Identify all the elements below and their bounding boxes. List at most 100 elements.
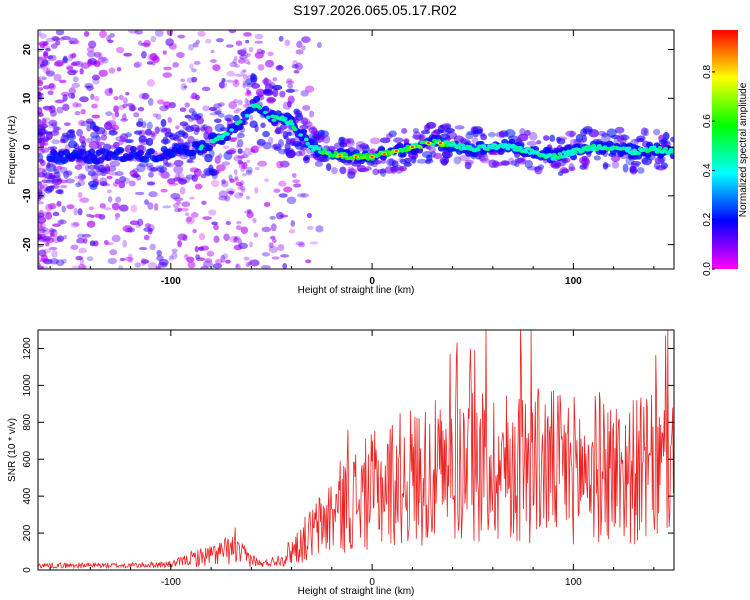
spectrogram-noise-blob xyxy=(93,51,102,58)
spectrogram-halo-blob xyxy=(133,130,143,135)
spectrogram-noise-blob xyxy=(77,179,86,187)
spectrogram-halo-blob xyxy=(178,129,186,135)
spectrogram-noise-blob xyxy=(79,68,84,75)
spectrogram-halo-blob xyxy=(302,156,309,162)
spectrogram-streak-blob xyxy=(242,150,248,155)
spectrogram-halo-blob xyxy=(453,156,462,165)
spectrogram-noise-blob xyxy=(191,76,198,83)
spectrogram-noise-blob xyxy=(246,166,253,174)
spectrogram-noise-blob xyxy=(38,163,42,172)
spectrogram-noise-blob xyxy=(76,237,86,244)
spectrogram-noise-blob xyxy=(253,232,259,238)
spectrogram-noise-blob xyxy=(160,188,168,193)
spectrogram-halo-blob xyxy=(403,138,410,144)
spectrogram-halo-blob xyxy=(38,158,44,164)
spectrogram-ridge-blob xyxy=(298,133,304,137)
spectrogram-noise-blob xyxy=(134,30,143,35)
spectrogram-noise-blob xyxy=(38,62,44,69)
spectrogram-noise-blob xyxy=(141,50,147,59)
spectrogram-ridge-blob xyxy=(229,128,235,132)
spectrogram-halo-blob xyxy=(108,171,119,176)
spectrogram-noise-blob xyxy=(137,106,145,112)
spectrogram-peak-blob xyxy=(438,142,443,145)
spectrogram-ridge-blob xyxy=(657,146,663,150)
spectrogram-noise-blob xyxy=(49,232,55,237)
spectrogram-noise-blob xyxy=(147,228,153,235)
spectrogram-streak-blob xyxy=(235,263,241,269)
spectrogram-halo-blob xyxy=(60,134,69,144)
spectrogram-halo-blob xyxy=(86,125,92,132)
snr-x-tick-label: 100 xyxy=(565,577,582,588)
spectrogram-halo-blob xyxy=(255,88,265,98)
spectrogram-halo-blob xyxy=(300,117,309,126)
spectrogram-ridge-blob xyxy=(663,146,668,151)
spectrogram-noise-blob xyxy=(261,252,271,257)
spectrogram-halo-blob xyxy=(575,133,584,143)
spectrogram-noise-blob xyxy=(88,40,97,49)
spectrogram-noise-blob xyxy=(80,174,87,180)
spectrogram-noise-blob xyxy=(38,30,42,36)
spectrogram-halo-blob xyxy=(495,161,504,167)
spectrogram-streak-blob xyxy=(249,241,253,248)
spectrogram-noise-blob xyxy=(72,222,80,227)
spectrogram-band-blob xyxy=(88,148,96,155)
spectrogram-noise-blob xyxy=(171,251,178,260)
spectrogram-noise-blob xyxy=(217,102,225,107)
spectrogram-noise-blob xyxy=(171,248,178,253)
spectrogram-halo-blob xyxy=(250,72,256,80)
spectrogram-noise-blob xyxy=(103,207,112,211)
spectrogram-noise-blob xyxy=(123,52,132,57)
spectrogram-noise-blob xyxy=(225,79,234,83)
spectrogram-halo-blob xyxy=(155,165,165,170)
spectrogram-noise-blob xyxy=(152,56,160,62)
spectrogram-noise-blob xyxy=(125,91,130,96)
spectrogram-y-tick-label: 10 xyxy=(22,92,33,104)
spectrogram-noise-blob xyxy=(225,44,234,48)
spectrogram-noise-blob xyxy=(162,101,172,108)
spectrogram-noise-blob xyxy=(261,226,272,233)
spectrogram-halo-blob xyxy=(282,101,292,110)
spectrogram-noise-blob xyxy=(38,265,44,269)
spectrogram-halo-blob xyxy=(193,114,202,121)
spectrogram-noise-blob xyxy=(246,208,252,213)
spectrogram-noise-blob xyxy=(179,107,187,113)
spectrogram-halo-blob xyxy=(92,126,100,132)
spectrogram-noise-blob xyxy=(42,138,49,146)
spectrogram-halo-blob xyxy=(517,133,529,142)
spectrogram-band-blob xyxy=(253,95,261,103)
spectrogram-noise-blob xyxy=(133,62,141,68)
spectrogram-noise-blob xyxy=(58,79,67,84)
spectrogram-halo-blob xyxy=(81,141,87,148)
spectrogram-halo-blob xyxy=(454,125,465,130)
spectrogram-streak-blob xyxy=(233,177,240,183)
spectrogram-streak-blob xyxy=(246,90,252,94)
spectrogram-halo-blob xyxy=(582,126,593,133)
spectrogram-noise-blob xyxy=(38,107,43,115)
spectrogram-noise-blob xyxy=(236,225,242,231)
spectrogram-halo-blob xyxy=(526,166,538,171)
spectrogram-halo-blob xyxy=(598,130,606,137)
spectrogram-noise-blob xyxy=(114,217,119,221)
spectrogram-ridge-blob xyxy=(550,157,556,161)
spectrogram-streak-blob xyxy=(244,58,250,65)
spectrogram-noise-blob xyxy=(104,88,114,97)
spectrogram-noise-blob xyxy=(63,122,71,126)
snr-frame xyxy=(37,329,675,571)
spectrogram-noise-blob xyxy=(99,203,106,209)
spectrogram-noise-blob xyxy=(107,39,114,43)
spectrogram-halo-blob xyxy=(464,159,474,166)
spectrogram-noise-blob xyxy=(175,125,180,130)
spectrogram-noise-blob xyxy=(38,227,49,232)
spectrogram-streak-blob xyxy=(242,80,246,87)
spectrogram-noise-blob xyxy=(264,59,275,68)
spectrogram-noise-blob xyxy=(229,61,238,68)
spectrogram-streak-blob xyxy=(247,61,251,65)
spectrogram-noise-blob xyxy=(107,257,118,265)
spectrogram-halo-blob xyxy=(65,170,73,176)
spectrogram-halo-blob xyxy=(224,114,235,122)
spectrogram-noise-blob xyxy=(72,102,79,108)
spectrogram-noise-blob xyxy=(108,67,116,74)
spectrogram-noise-blob xyxy=(77,191,83,199)
spectrogram-ridge-blob xyxy=(257,106,263,110)
spectrogram-noise-blob xyxy=(109,249,118,256)
